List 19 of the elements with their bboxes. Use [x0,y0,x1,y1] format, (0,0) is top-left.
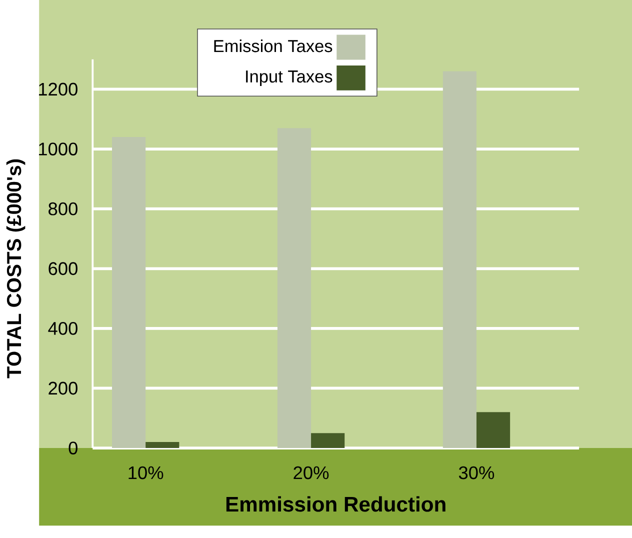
bar [277,128,312,448]
x-tick-label: 30% [458,466,494,480]
y-tick-label: 200 [48,382,78,395]
y-tick-label: 1200 [39,82,78,96]
y-tick-label: 600 [48,262,78,275]
y-tick-label: 800 [48,202,78,216]
bar [146,442,180,448]
bar [112,136,146,448]
x-tick-label: 10% [128,466,164,480]
legend-label: Emission Taxes [214,39,332,52]
bar [476,412,510,448]
y-tick-label: 400 [48,322,78,335]
y-tick-label: 1000 [39,142,78,156]
bar [442,71,476,448]
x-axis-title: Emmission Reduction [226,496,446,512]
legend-label: Input Taxes [246,70,332,86]
y-axis-title: TOTAL COSTS (£000's) [6,159,26,378]
bar [311,432,345,448]
x-tick-label: 20% [294,466,329,480]
